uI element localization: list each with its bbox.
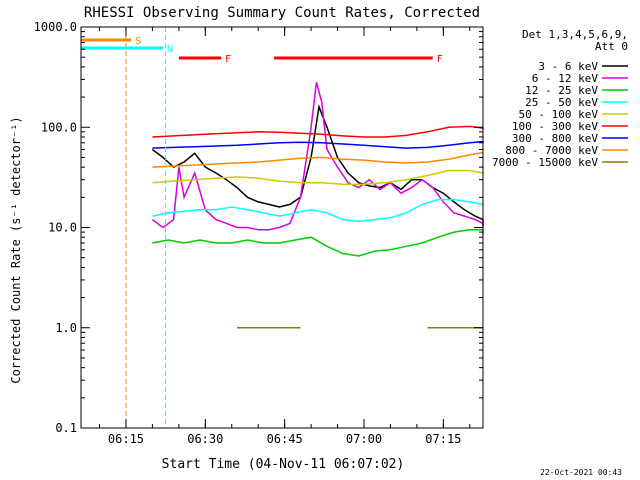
legend-header-detectors: Det 1,3,4,5,6,9, (522, 28, 628, 41)
footer-date: 22-Oct-2021 00:43 (540, 468, 622, 477)
x-axis-label: Start Time (04-Nov-11 06:07:02) (162, 457, 405, 472)
y-axis-label: Corrected Count Rate (s⁻¹ detector⁻¹) (9, 116, 23, 383)
y-tick-label: 1000.0 (34, 20, 77, 34)
series-line (152, 140, 484, 149)
state-bar-label: F (437, 54, 443, 65)
legend-label: 300 - 800 keV (512, 132, 598, 145)
series-line (151, 82, 484, 231)
x-tick-label: 06:30 (187, 432, 223, 446)
y-tick-label: 1.0 (55, 321, 77, 335)
legend-label: 50 - 100 keV (519, 108, 599, 121)
series-line (152, 151, 484, 168)
legend-label: 7000 - 15000 keV (492, 156, 598, 169)
legend-label: 12 - 25 keV (525, 84, 598, 97)
legend-label: 3 - 6 keV (538, 60, 598, 73)
legend-label: 800 - 7000 keV (505, 144, 598, 157)
x-tick-label: 06:45 (267, 432, 303, 446)
chart-title: RHESSI Observing Summary Count Rates, Co… (84, 5, 480, 21)
plot-frame (80, 26, 484, 429)
state-bar-label: S (135, 36, 141, 47)
series-line (151, 103, 484, 226)
series-line (152, 228, 484, 257)
y-tick-label: 0.1 (55, 421, 77, 435)
legend-label: 6 - 12 keV (532, 72, 599, 85)
x-tick-label: 06:15 (108, 432, 144, 446)
state-bar-label: N (167, 44, 173, 55)
legend-header-attenuator: Att 0 (595, 40, 628, 53)
series-line (152, 125, 484, 138)
legend-label: 100 - 300 keV (512, 120, 598, 133)
y-tick-label: 10.0 (48, 221, 77, 235)
series-line (152, 169, 484, 186)
y-tick-label: 100.0 (41, 120, 77, 134)
x-tick-label: 07:15 (425, 432, 461, 446)
legend-label: 25 - 50 keV (525, 96, 598, 109)
series-line (152, 198, 484, 223)
state-bar-label: F (225, 54, 231, 65)
x-tick-label: 07:00 (346, 432, 382, 446)
